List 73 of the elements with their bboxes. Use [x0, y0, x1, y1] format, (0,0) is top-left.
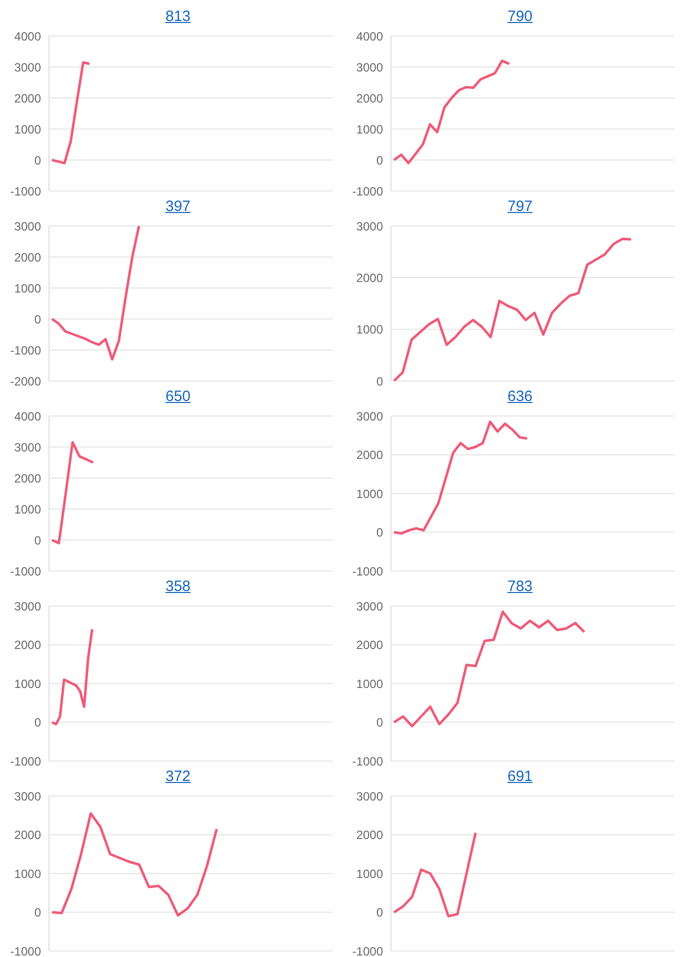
- y-tick-label: 0: [376, 374, 384, 388]
- chart-title: 813: [165, 8, 191, 25]
- y-tick-label: 0: [376, 526, 384, 540]
- y-tick-label: 2000: [356, 270, 384, 285]
- chart-title: 650: [165, 388, 191, 405]
- y-tick-label: 2000: [14, 638, 42, 652]
- chart-title: 691: [507, 768, 533, 785]
- chart-title: 636: [507, 388, 533, 405]
- y-tick-label: 0: [376, 153, 384, 168]
- y-tick-label: 3000: [356, 789, 384, 804]
- chart-title: 790: [507, 8, 533, 25]
- y-tick-label: 3000: [356, 599, 384, 614]
- y-tick-label: 0: [34, 716, 42, 730]
- chart-title: 397: [165, 198, 191, 215]
- y-tick-label: 3000: [356, 219, 384, 234]
- y-tick-label: 1000: [14, 281, 42, 296]
- y-tick-label: 1000: [356, 486, 384, 501]
- y-tick-label: -1000: [10, 343, 42, 358]
- y-tick-label: 1000: [14, 676, 42, 691]
- y-tick-label: 2000: [356, 828, 384, 842]
- y-tick-label: 2000: [14, 250, 42, 264]
- y-tick-label: -1000: [10, 944, 42, 957]
- y-tick-label: 2000: [14, 828, 42, 842]
- y-tick-label: 3000: [14, 599, 42, 614]
- y-tick-label: -1000: [10, 564, 42, 578]
- y-tick-label: 2000: [14, 91, 42, 106]
- y-tick-label: 0: [34, 153, 42, 168]
- y-tick-label: -1000: [352, 564, 384, 578]
- y-tick-label: 2000: [14, 471, 42, 486]
- y-tick-label: 4000: [14, 409, 42, 424]
- y-tick-label: 1000: [14, 866, 42, 881]
- y-tick-label: 2000: [356, 448, 384, 462]
- y-tick-label: 1000: [356, 322, 384, 337]
- y-tick-label: 4000: [356, 29, 384, 44]
- y-tick-label: 2000: [356, 638, 384, 652]
- y-tick-label: 1000: [356, 676, 384, 691]
- y-tick-label: 2000: [356, 91, 384, 106]
- y-tick-label: 0: [376, 716, 384, 730]
- y-tick-label: -1000: [352, 754, 384, 768]
- line-series: [392, 832, 477, 918]
- y-tick-label: 0: [376, 906, 384, 920]
- y-tick-label: 3000: [356, 409, 384, 424]
- y-tick-label: 3000: [14, 219, 42, 234]
- y-tick-label: 1000: [356, 866, 384, 881]
- y-tick-label: -1000: [10, 184, 42, 198]
- y-tick-label: 1000: [14, 502, 42, 516]
- y-tick-label: 3000: [14, 789, 42, 804]
- line-series: [50, 628, 94, 726]
- y-tick-label: 1000: [14, 122, 42, 136]
- chart-title: 797: [507, 198, 533, 215]
- line-series: [392, 238, 632, 381]
- chart-title: 372: [165, 768, 191, 785]
- line-series: [50, 61, 91, 164]
- y-tick-label: 3000: [14, 440, 42, 454]
- y-tick-label: 0: [34, 533, 42, 548]
- y-tick-label: 4000: [14, 29, 42, 44]
- y-tick-label: 1000: [356, 122, 384, 136]
- line-series: [50, 812, 218, 917]
- chart-title: 358: [165, 578, 191, 595]
- line-series: [50, 441, 94, 544]
- line-series: [392, 610, 586, 728]
- line-series: [392, 60, 511, 164]
- y-tick-label: 3000: [14, 60, 42, 74]
- line-series: [392, 420, 528, 535]
- y-tick-label: 0: [34, 906, 42, 920]
- y-tick-label: -1000: [10, 754, 42, 768]
- y-tick-label: -2000: [10, 374, 42, 388]
- line-series: [50, 226, 140, 361]
- y-tick-label: -1000: [352, 184, 384, 198]
- y-tick-label: -1000: [352, 944, 384, 957]
- chart-title: 783: [507, 578, 533, 595]
- y-tick-label: 3000: [356, 60, 384, 74]
- y-tick-label: 0: [34, 312, 42, 326]
